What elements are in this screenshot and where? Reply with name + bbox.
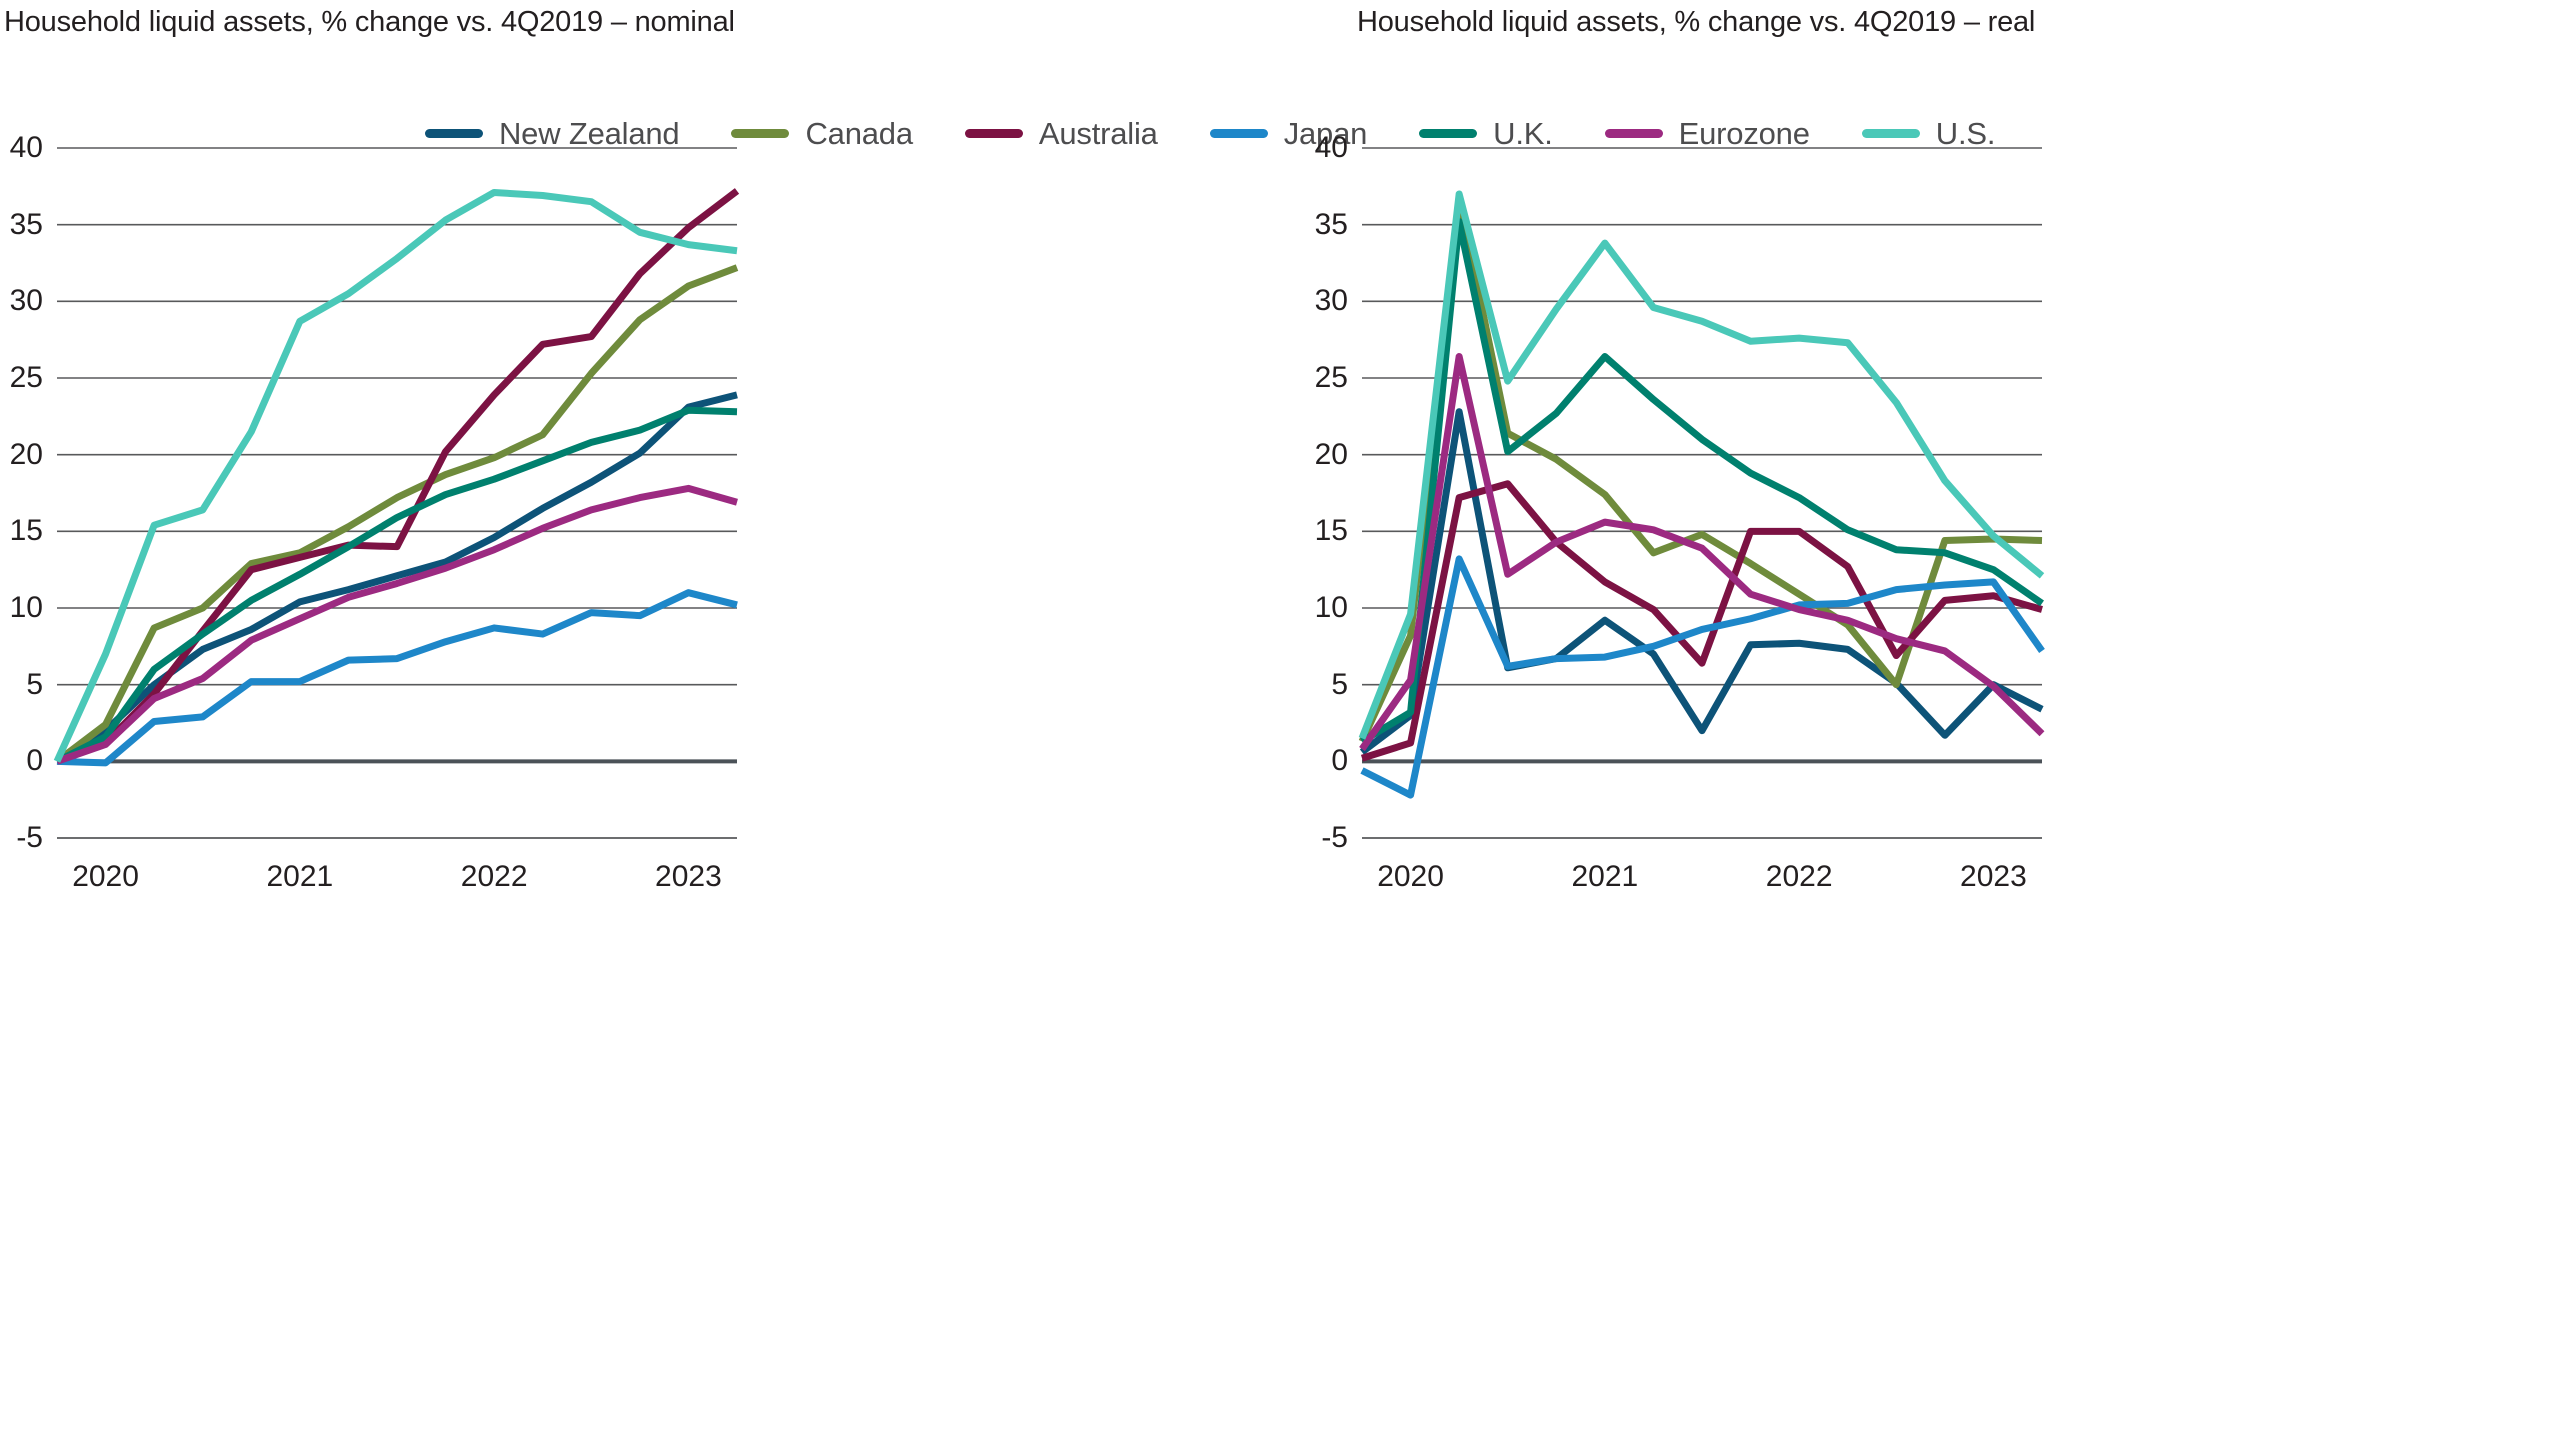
x-axis-tick-label: 2020 <box>72 860 139 893</box>
series-line-new-zealand <box>1359 408 2044 755</box>
y-axis-tick-label: 15 <box>1314 514 1348 548</box>
y-axis-tick-label: 0 <box>1331 744 1348 778</box>
y-axis-tick-label: 40 <box>1314 131 1348 164</box>
chart-panel-nominal: 40 35 30 25 20 15 10 5 0 -5 2020 2021 2022 2023 <box>0 130 1255 1430</box>
y-axis-tick-label: 35 <box>9 207 43 241</box>
legend-label: U.S. <box>1935 116 1996 151</box>
legend-swatch-icon <box>731 129 790 138</box>
chart-panel-real: 40 35 30 25 20 15 10 5 0 -5 2020 2021 2022 2023 <box>1305 130 2560 1430</box>
y-axis-tick-label: 15 <box>9 514 43 548</box>
series-line-eurozone <box>55 484 738 765</box>
series-line-japan <box>56 589 738 767</box>
chart-title-real: Household liquid assets, % change vs. 4Q… <box>1357 6 2036 38</box>
y-axis-tick-label: 5 <box>1331 667 1348 701</box>
y-axis-tick-label: -5 <box>1321 821 1348 854</box>
y-axis-tick-label: 20 <box>1314 437 1348 471</box>
y-axis-tick-label: 0 <box>26 744 43 778</box>
y-axis-tick-label: 40 <box>9 131 43 164</box>
legend-item-japan[interactable]: Japan <box>1209 116 1368 151</box>
x-axis-tick-label: 2022 <box>1765 860 1833 893</box>
legend-swatch-icon <box>1209 129 1268 138</box>
legend-label: New Zealand <box>499 116 680 151</box>
legend-label: U.K. <box>1493 116 1553 151</box>
legend-item-eurozone[interactable]: Eurozone <box>1604 116 1810 151</box>
y-axis-tick-label: 10 <box>9 591 43 624</box>
legend-label: Canada <box>805 116 913 151</box>
y-axis-tick-label: 20 <box>9 437 43 471</box>
y-axis-tick-label: 30 <box>1314 284 1348 318</box>
chart-plot-area <box>1358 147 2045 839</box>
y-axis-tick-label: 30 <box>9 284 43 318</box>
legend-swatch-icon <box>964 129 1023 138</box>
legend-item-new-zealand[interactable]: New Zealand <box>425 116 680 151</box>
series-line-canada <box>54 264 739 765</box>
series-line-u-k <box>1360 218 2044 745</box>
y-axis-tick-label: 25 <box>1314 361 1348 394</box>
legend-swatch-icon <box>1604 129 1663 138</box>
series-line-japan <box>1360 555 2045 799</box>
series-line-new-zealand <box>55 391 738 765</box>
x-axis-tick-label: 2023 <box>1960 860 2027 893</box>
legend-item-u-k[interactable]: U.K. <box>1419 118 1553 149</box>
series-line-u-s <box>53 188 738 763</box>
legend-swatch-icon <box>425 129 483 138</box>
legend-label: Australia <box>1038 116 1158 151</box>
series-line-australia <box>55 188 740 765</box>
x-axis-tick-label: 2021 <box>1571 860 1639 893</box>
series-line-u-k <box>55 406 738 765</box>
x-axis-tick-label: 2023 <box>655 860 722 893</box>
series-line-australia <box>1360 480 2043 762</box>
x-axis-tick-label: 2021 <box>266 860 334 893</box>
chart-title-nominal: Household liquid assets, % change vs. 4Q… <box>4 6 735 38</box>
y-axis-tick-label: -5 <box>16 821 43 854</box>
y-axis-tick-label: 5 <box>26 667 43 701</box>
legend-swatch-icon <box>1419 129 1478 138</box>
y-axis-tick-label: 10 <box>1314 591 1348 624</box>
chart-legend: New Zealand Canada Australia Japan U.K. Euroz… <box>425 118 1995 149</box>
legend-item-u-s[interactable]: U.S. <box>1861 116 1996 151</box>
legend-label: Eurozone <box>1678 116 1810 151</box>
legend-item-canada[interactable]: Canada <box>731 116 913 151</box>
y-axis-tick-label: 25 <box>9 361 43 394</box>
legend-label: Japan <box>1283 116 1368 151</box>
x-axis-tick-label: 2020 <box>1377 860 1444 893</box>
y-axis-tick-label: 35 <box>1314 207 1348 241</box>
series-line-eurozone <box>1359 353 2045 752</box>
x-axis-tick-label: 2022 <box>460 860 528 893</box>
chart-plot-area <box>53 147 740 839</box>
series-line-u-s <box>1358 190 2045 740</box>
legend-item-australia[interactable]: Australia <box>964 116 1158 151</box>
legend-swatch-icon <box>1861 129 1920 138</box>
